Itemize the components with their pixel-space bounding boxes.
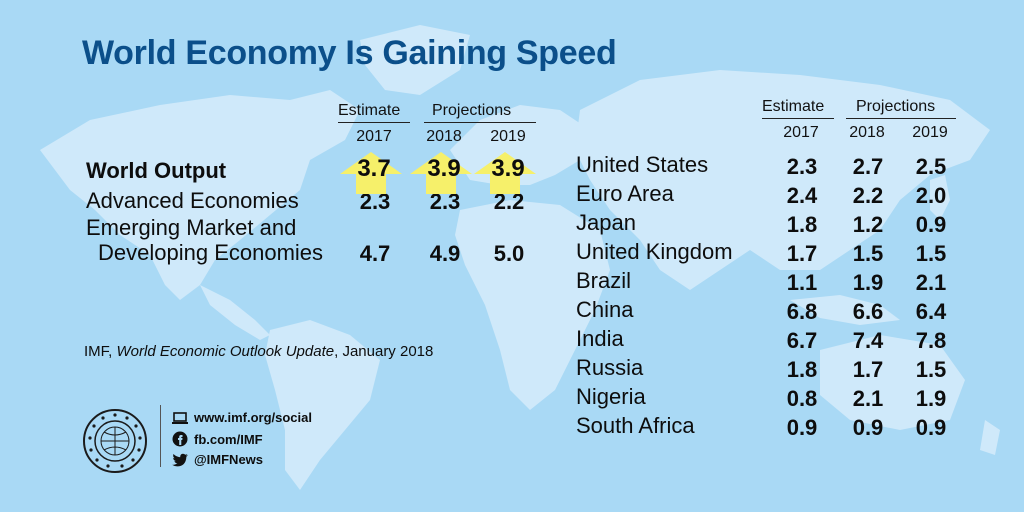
left-projections-header: Projections xyxy=(432,102,512,119)
emerging-market-label-line1: Emerging Market and xyxy=(86,215,297,240)
left-year-2017: 2017 xyxy=(356,128,392,145)
country-value-south-africa-2019: 0.9 xyxy=(915,415,947,440)
country-value-south-africa-2018: 0.9 xyxy=(852,415,884,440)
country-value-japan-2017: 1.8 xyxy=(786,212,818,237)
country-value-india-2019: 7.8 xyxy=(915,328,947,353)
world-output-2018: 3.9 xyxy=(427,155,461,182)
country-value-russia-2019: 1.5 xyxy=(915,357,947,382)
up-arrow-icon xyxy=(474,152,536,194)
country-value-united-states-2017: 2.3 xyxy=(786,154,818,179)
country-value-russia-2018: 1.7 xyxy=(852,357,884,382)
country-value-south-africa-2017: 0.9 xyxy=(786,415,818,440)
country-name-russia: Russia xyxy=(576,355,644,380)
up-arrow-icon xyxy=(340,152,402,194)
country-name-nigeria: Nigeria xyxy=(576,384,646,409)
country-value-united-states-2019: 2.5 xyxy=(915,154,947,179)
country-value-nigeria-2017: 0.8 xyxy=(786,386,818,411)
social-twitter-text: @IMFNews xyxy=(194,452,264,467)
country-value-euro-area-2018: 2.2 xyxy=(852,183,884,208)
country-value-china-2018: 6.6 xyxy=(852,299,884,324)
left-estimate-header: Estimate xyxy=(338,102,401,119)
country-name-united-states: United States xyxy=(576,152,709,177)
left-estimate-underline xyxy=(338,122,410,123)
country-name-india: India xyxy=(576,326,624,351)
country-value-russia-2017: 1.8 xyxy=(786,357,818,382)
laptop-icon xyxy=(172,412,188,424)
country-name-south-africa: South Africa xyxy=(576,413,695,438)
country-value-china-2017: 6.8 xyxy=(786,299,818,324)
right-year-2017: 2017 xyxy=(783,124,819,141)
imf-seal-icon xyxy=(83,409,147,473)
right-estimate-header: Estimate xyxy=(762,98,825,115)
country-name-china: China xyxy=(576,297,634,322)
social-twitter-link[interactable]: @IMFNews xyxy=(172,452,263,467)
social-web-text: www.imf.org/social xyxy=(194,410,312,425)
right-estimate-underline xyxy=(762,118,834,119)
right-year-2018: 2018 xyxy=(849,124,885,141)
country-value-brazil-2019: 2.1 xyxy=(915,270,947,295)
emerging-market-2018: 4.9 xyxy=(429,241,461,266)
left-year-2018: 2018 xyxy=(426,128,462,145)
world-output-2019: 3.9 xyxy=(491,155,525,182)
country-value-united-states-2018: 2.7 xyxy=(852,154,884,179)
left-projections-underline xyxy=(424,122,536,123)
country-value-brazil-2017: 1.1 xyxy=(786,270,818,295)
world-output-label: World Output xyxy=(86,158,227,183)
advanced-economies-label: Advanced Economies xyxy=(86,188,299,213)
emerging-market-2019: 5.0 xyxy=(493,241,525,266)
country-value-china-2019: 6.4 xyxy=(915,299,947,324)
source-publication: World Economic Outlook Update xyxy=(116,343,335,360)
country-name-brazil: Brazil xyxy=(576,268,632,293)
source-citation: IMF, World Economic Outlook Update, Janu… xyxy=(84,343,433,360)
country-value-india-2018: 7.4 xyxy=(852,328,884,353)
page-title: World Economy Is Gaining Speed xyxy=(82,34,617,72)
country-value-nigeria-2018: 2.1 xyxy=(852,386,884,411)
facebook-icon xyxy=(172,431,188,447)
social-facebook-text: fb.com/IMF xyxy=(194,432,263,447)
country-value-united-kingdom-2017: 1.7 xyxy=(786,241,818,266)
emerging-market-2017: 4.7 xyxy=(359,241,391,266)
right-projections-header: Projections xyxy=(856,98,936,115)
right-projections-underline xyxy=(846,118,956,119)
country-value-euro-area-2019: 2.0 xyxy=(915,183,947,208)
up-arrow-icon xyxy=(410,152,472,194)
country-value-japan-2019: 0.9 xyxy=(915,212,947,237)
world-output-2017: 3.7 xyxy=(357,155,391,182)
country-value-euro-area-2017: 2.4 xyxy=(786,183,818,208)
country-name-japan: Japan xyxy=(576,210,636,235)
country-name-euro-area: Euro Area xyxy=(576,181,674,206)
left-year-2019: 2019 xyxy=(490,128,526,145)
twitter-icon xyxy=(172,453,188,467)
source-prefix: IMF, xyxy=(84,343,117,360)
emerging-market-label-line2: Developing Economies xyxy=(98,240,324,265)
social-facebook-link[interactable]: fb.com/IMF xyxy=(172,431,263,447)
footer-divider xyxy=(160,405,161,467)
country-value-brazil-2018: 1.9 xyxy=(852,270,884,295)
social-web-link[interactable]: www.imf.org/social xyxy=(172,410,312,425)
country-name-united-kingdom: United Kingdom xyxy=(576,239,733,264)
country-value-united-kingdom-2018: 1.5 xyxy=(852,241,884,266)
country-value-united-kingdom-2019: 1.5 xyxy=(915,241,947,266)
country-value-india-2017: 6.7 xyxy=(786,328,818,353)
country-value-japan-2018: 1.2 xyxy=(852,212,884,237)
source-suffix: , January 2018 xyxy=(334,343,434,360)
right-year-2019: 2019 xyxy=(912,124,948,141)
country-value-nigeria-2019: 1.9 xyxy=(915,386,947,411)
